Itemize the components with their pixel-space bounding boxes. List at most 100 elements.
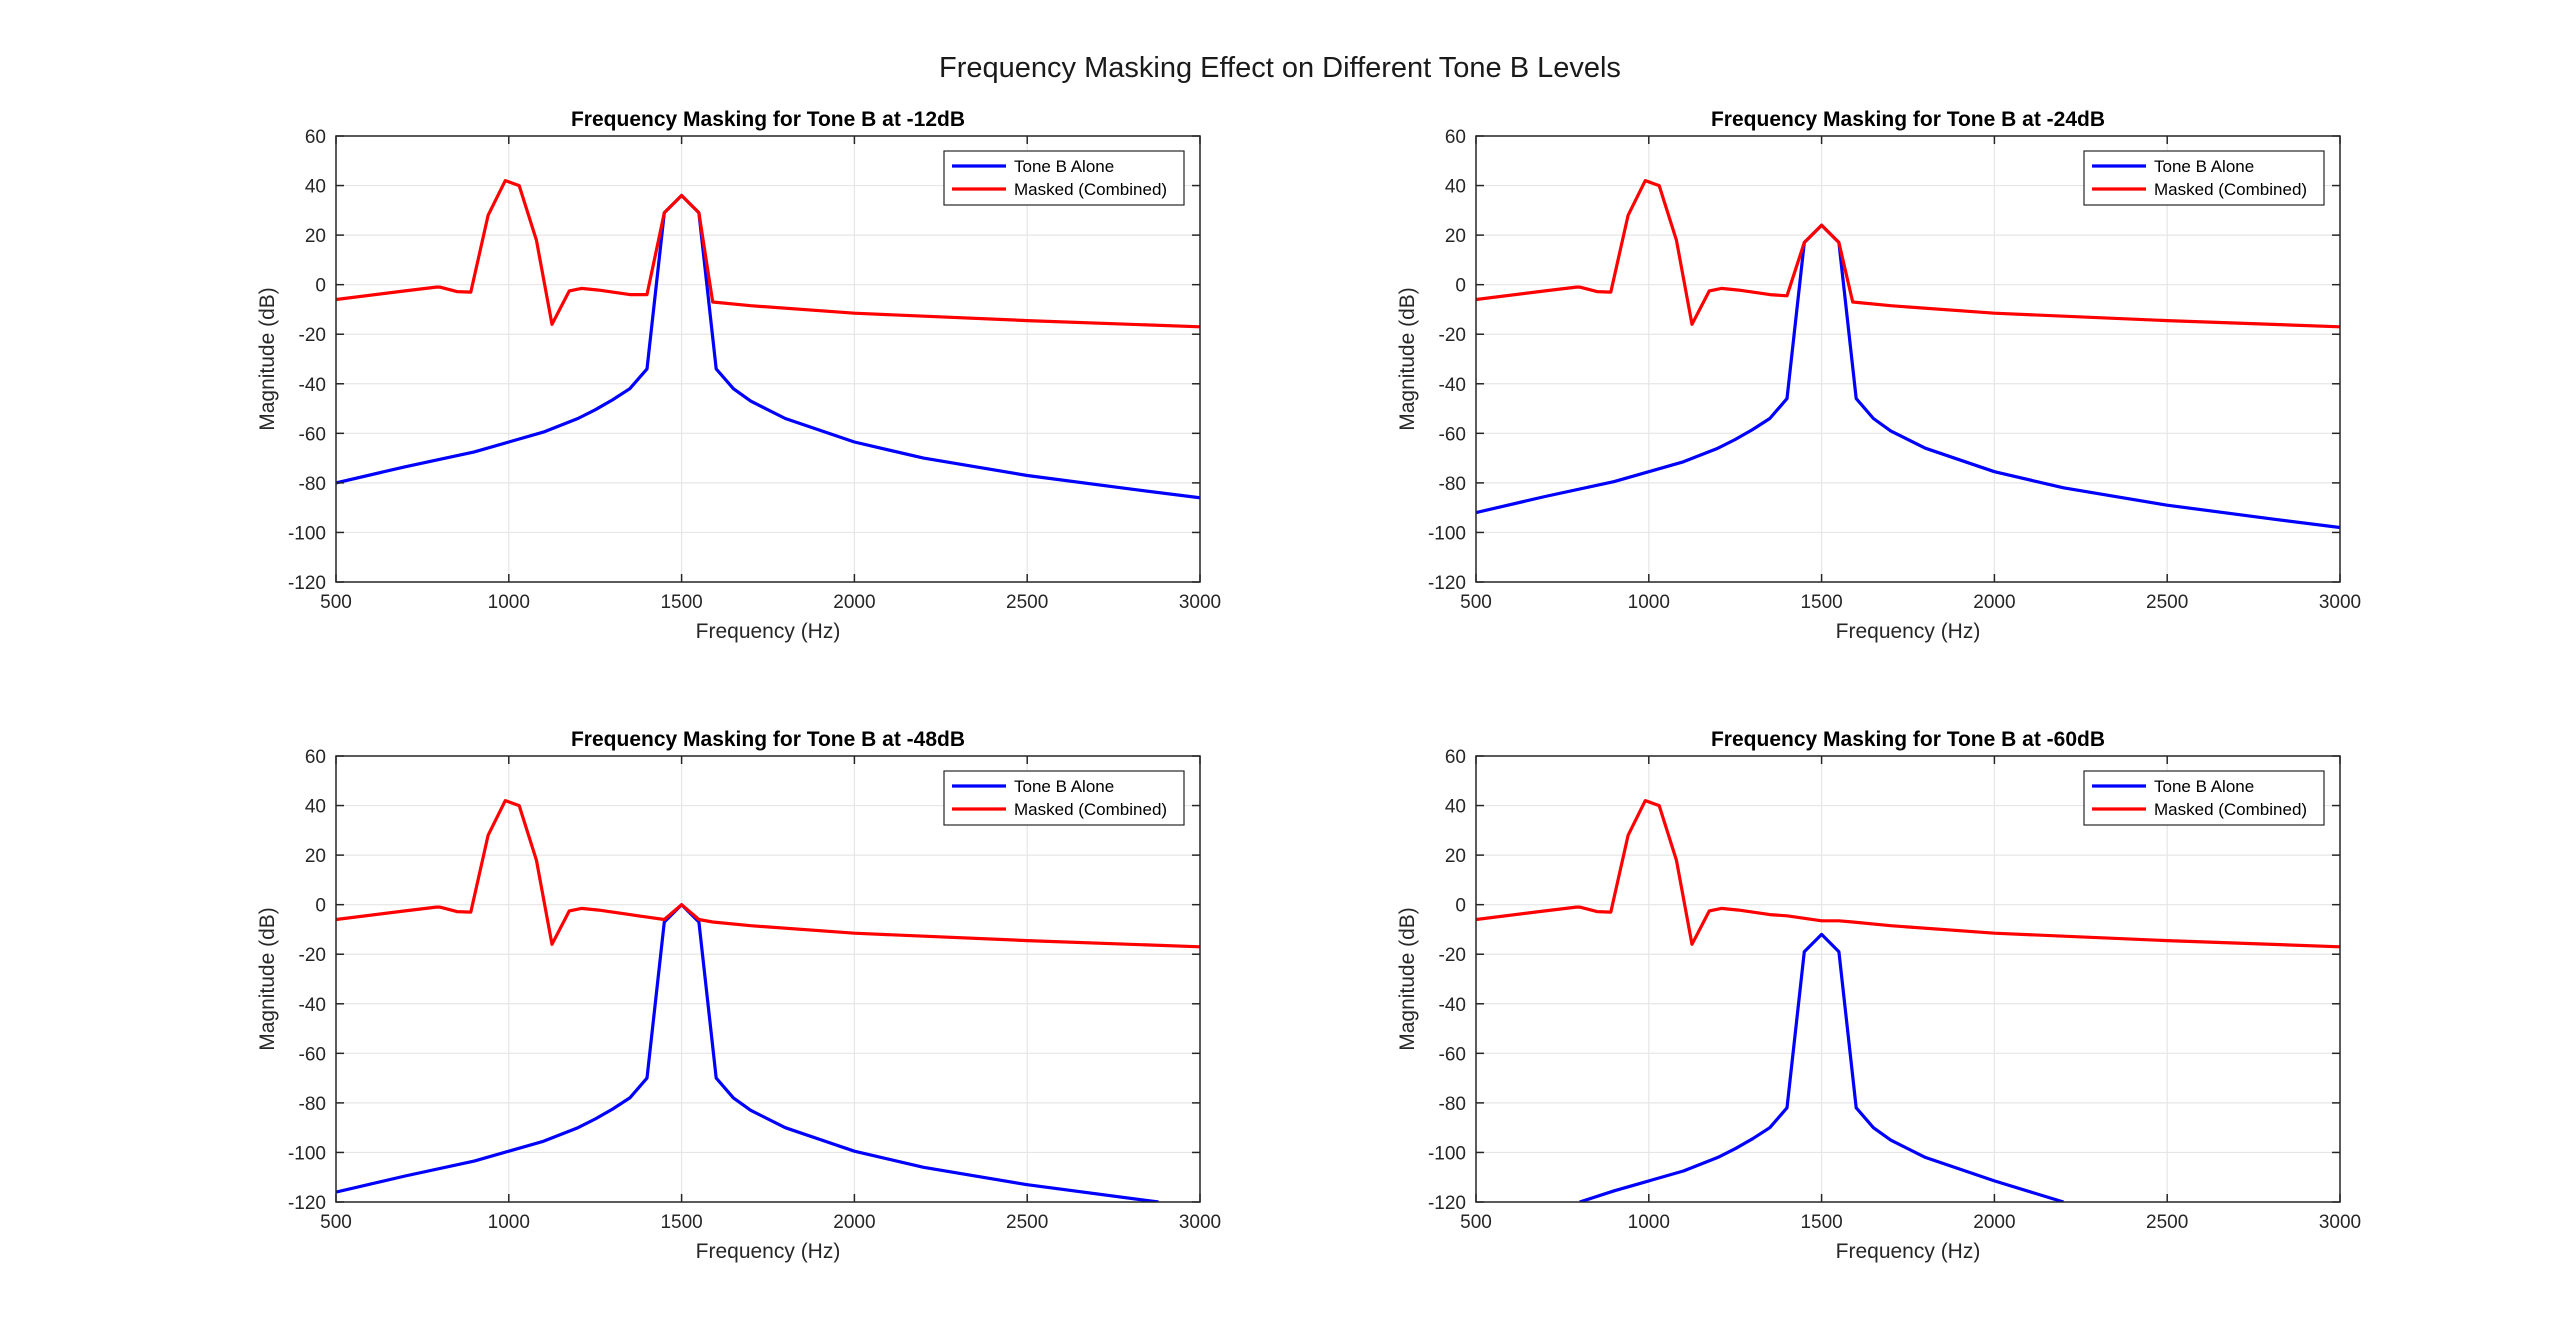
x-tick-label: 1000 bbox=[488, 592, 530, 613]
axes-box bbox=[335, 135, 1201, 583]
y-tick-label: -120 bbox=[1428, 1193, 1466, 1214]
legend-label: Masked (Combined) bbox=[1014, 800, 1167, 819]
y-tick-label: 60 bbox=[305, 127, 326, 148]
legend: Tone B Alone Masked (Combined) bbox=[2083, 770, 2325, 826]
y-tick-label: -80 bbox=[299, 1094, 326, 1115]
legend: Tone B Alone Masked (Combined) bbox=[943, 150, 1185, 206]
y-axis-label: Magnitude (dB) bbox=[1396, 907, 1419, 1051]
series-line-masked-combined bbox=[1476, 179, 2340, 329]
legend-label: Tone B Alone bbox=[2154, 777, 2254, 796]
series-line-masked-combined bbox=[336, 798, 1200, 949]
y-tick-label: -60 bbox=[1439, 424, 1466, 445]
legend-label: Masked (Combined) bbox=[2154, 180, 2307, 199]
subplot-3: 500 1000 1500 2000 2500 3000 -120 -100 -80 -60 -40… bbox=[256, 728, 1221, 1263]
y-axis-label: Magnitude (dB) bbox=[256, 287, 279, 431]
x-tick-label: 2500 bbox=[2146, 592, 2188, 613]
x-tick-label: 1000 bbox=[1628, 592, 1670, 613]
y-tick-label: 0 bbox=[1455, 896, 1466, 917]
subplot-title: Frequency Masking for Tone B at -12dB bbox=[571, 108, 965, 131]
figure-title: Frequency Masking Effect on Different To… bbox=[939, 52, 1621, 84]
y-tick-label: 0 bbox=[1455, 276, 1466, 297]
subplot-4: 500 1000 1500 2000 2500 3000 -120 -100 -80 -60 -40… bbox=[1396, 728, 2361, 1263]
subplot-2: 500 1000 1500 2000 2500 3000 -120 -100 -80 -60 -40… bbox=[1396, 108, 2361, 643]
y-tick-label: 0 bbox=[315, 896, 326, 917]
y-tick-label: 20 bbox=[1445, 226, 1466, 247]
x-tick-label: 2000 bbox=[1973, 1212, 2015, 1233]
plot-area bbox=[336, 136, 1200, 582]
x-axis-label: Frequency (Hz) bbox=[1836, 1240, 1981, 1263]
y-tick-label: 0 bbox=[315, 276, 326, 297]
y-tick-label: -80 bbox=[1439, 474, 1466, 495]
x-tick-label: 1500 bbox=[660, 1212, 702, 1233]
y-tick-label: 20 bbox=[305, 846, 326, 867]
plot-area bbox=[1476, 756, 2340, 1202]
axes-box bbox=[335, 755, 1201, 1203]
subplot-1: 500 1000 1500 2000 2500 3000 -120 -100 -80 -60 -40… bbox=[256, 108, 1221, 643]
y-tick-label: 60 bbox=[1445, 127, 1466, 148]
y-tick-label: -60 bbox=[299, 424, 326, 445]
x-tick-label: 1500 bbox=[660, 592, 702, 613]
axes-box bbox=[1475, 135, 2341, 583]
x-tick-label: 3000 bbox=[2319, 1212, 2361, 1233]
y-tick-label: 40 bbox=[305, 177, 326, 198]
legend-box bbox=[943, 770, 1185, 826]
x-tick-label: 500 bbox=[320, 1212, 352, 1233]
legend: Tone B Alone Masked (Combined) bbox=[2083, 150, 2325, 206]
series-line-tone-b-alone bbox=[1579, 932, 2064, 1202]
y-tick-label: -100 bbox=[1428, 523, 1466, 544]
x-axis-label: Frequency (Hz) bbox=[1836, 620, 1981, 643]
y-axis-label: Magnitude (dB) bbox=[1396, 287, 1419, 431]
legend-label: Tone B Alone bbox=[1014, 157, 1114, 176]
y-tick-label: -60 bbox=[299, 1044, 326, 1065]
subplot-title: Frequency Masking for Tone B at -60dB bbox=[1711, 728, 2105, 751]
y-tick-label: -120 bbox=[288, 1193, 326, 1214]
y-tick-label: -80 bbox=[1439, 1094, 1466, 1115]
legend-label: Masked (Combined) bbox=[2154, 800, 2307, 819]
y-tick-label: -20 bbox=[299, 945, 326, 966]
y-tick-label: 40 bbox=[305, 797, 326, 818]
x-tick-label: 500 bbox=[320, 592, 352, 613]
x-tick-label: 3000 bbox=[2319, 592, 2361, 613]
y-tick-label: 20 bbox=[305, 226, 326, 247]
plot-area bbox=[336, 756, 1200, 1202]
y-tick-label: -40 bbox=[299, 995, 326, 1016]
subplot-title: Frequency Masking for Tone B at -48dB bbox=[571, 728, 965, 751]
y-tick-label: 20 bbox=[1445, 846, 1466, 867]
legend-label: Tone B Alone bbox=[1014, 777, 1114, 796]
y-tick-label: -20 bbox=[299, 325, 326, 346]
y-tick-label: -20 bbox=[1439, 325, 1466, 346]
legend: Tone B Alone Masked (Combined) bbox=[943, 770, 1185, 826]
x-tick-label: 2000 bbox=[1973, 592, 2015, 613]
legend-box bbox=[2083, 770, 2325, 826]
x-axis-label: Frequency (Hz) bbox=[696, 620, 841, 643]
y-tick-label: 60 bbox=[1445, 747, 1466, 768]
y-tick-label: -40 bbox=[1439, 375, 1466, 396]
x-tick-label: 1500 bbox=[1800, 1212, 1842, 1233]
x-tick-label: 3000 bbox=[1179, 1212, 1221, 1233]
x-tick-label: 2000 bbox=[833, 592, 875, 613]
y-tick-label: -60 bbox=[1439, 1044, 1466, 1065]
y-tick-label: -40 bbox=[1439, 995, 1466, 1016]
x-tick-label: 3000 bbox=[1179, 592, 1221, 613]
series-line-masked-combined bbox=[336, 179, 1200, 329]
x-tick-label: 2500 bbox=[1006, 1212, 1048, 1233]
legend-label: Tone B Alone bbox=[2154, 157, 2254, 176]
axes-box bbox=[1475, 755, 2341, 1203]
y-tick-label: -100 bbox=[1428, 1143, 1466, 1164]
y-tick-label: 40 bbox=[1445, 797, 1466, 818]
y-tick-label: -80 bbox=[299, 474, 326, 495]
x-tick-label: 2500 bbox=[2146, 1212, 2188, 1233]
y-tick-label: -40 bbox=[299, 375, 326, 396]
series-line-tone-b-alone bbox=[336, 903, 1159, 1202]
y-tick-label: -120 bbox=[288, 573, 326, 594]
subplot-title: Frequency Masking for Tone B at -24dB bbox=[1711, 108, 2105, 131]
y-axis-label: Magnitude (dB) bbox=[256, 907, 279, 1051]
x-tick-label: 2500 bbox=[1006, 592, 1048, 613]
x-tick-label: 500 bbox=[1460, 592, 1492, 613]
x-tick-label: 1000 bbox=[488, 1212, 530, 1233]
x-tick-label: 2000 bbox=[833, 1212, 875, 1233]
x-axis-label: Frequency (Hz) bbox=[696, 1240, 841, 1263]
x-tick-label: 500 bbox=[1460, 1212, 1492, 1233]
legend-box bbox=[943, 150, 1185, 206]
